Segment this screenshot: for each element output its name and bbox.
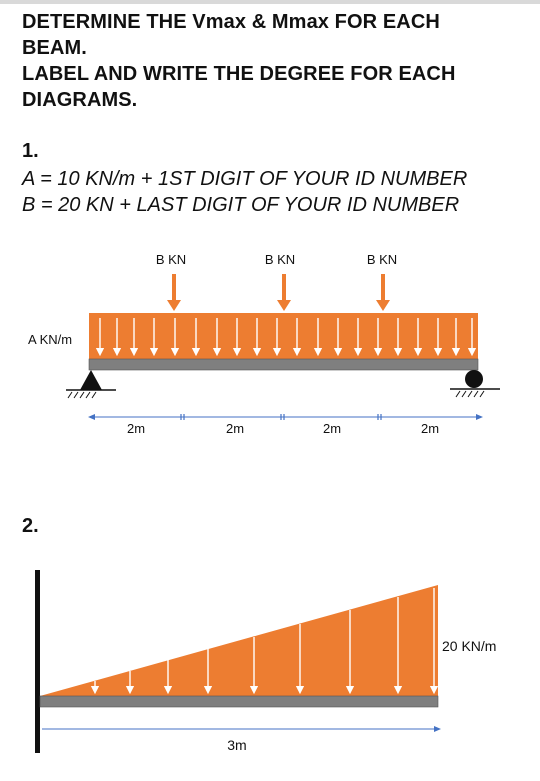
dimension-line-1 [88, 414, 483, 420]
pin-support [66, 370, 116, 399]
beam-2 [39, 695, 439, 708]
span-label-3: 2m [323, 421, 341, 436]
distributed-load-arrows [95, 318, 477, 357]
given-b: B = 20 KN + LAST DIGIT OF YOUR ID NUMBER [22, 194, 460, 216]
point-load-arrow-3 [376, 274, 390, 311]
triangular-load-label: 20 KN/m [442, 638, 496, 654]
span-label-1: 2m [127, 421, 145, 436]
beam-1 [88, 358, 479, 371]
point-load-arrow-1 [167, 274, 181, 311]
point-load-arrow-2 [277, 274, 291, 311]
distributed-load-block [89, 313, 478, 359]
fixed-support-wall [35, 570, 40, 753]
triangular-load-arrows [90, 588, 439, 695]
dimension-line-2 [42, 726, 441, 732]
point-load-label-3: B KN [367, 252, 397, 267]
span-label-2: 2m [226, 421, 244, 436]
distributed-load-label: A KN/m [28, 332, 72, 347]
top-divider [0, 0, 540, 4]
instruction-line-1: DETERMINE THE Vmax & Mmax FOR EACH [22, 11, 440, 33]
problem-1-number: 1. [22, 140, 39, 162]
span-label-4: 2m [421, 421, 439, 436]
instruction-line-3: LABEL AND WRITE THE DEGREE FOR EACH [22, 63, 456, 85]
instruction-line-2: BEAM. [22, 37, 87, 59]
roller-support [450, 370, 500, 398]
problem-2-number: 2. [22, 515, 39, 537]
beam-1-diagram: B KN B KN B KN A KN/m [28, 252, 500, 436]
triangular-load [40, 585, 438, 696]
beam-2-diagram: 20 KN/m 3m [35, 570, 496, 753]
point-load-label-2: B KN [265, 252, 295, 267]
span-label-3m: 3m [227, 737, 246, 753]
given-a: A = 10 KN/m + 1ST DIGIT OF YOUR ID NUMBE… [22, 168, 468, 190]
instruction-line-4: DIAGRAMS. [22, 89, 138, 111]
point-load-label-1: B KN [156, 252, 186, 267]
